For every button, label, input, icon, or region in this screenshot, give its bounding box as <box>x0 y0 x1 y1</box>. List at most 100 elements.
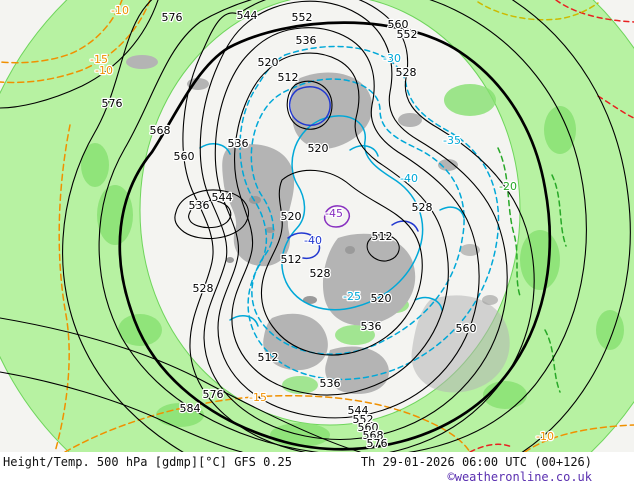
contour-label: 536 <box>228 137 249 150</box>
height-contour-552-thick <box>118 21 552 451</box>
green-shading-layer-shape <box>544 106 576 154</box>
height-contour-584-sw <box>0 371 243 452</box>
height-contour-568 <box>62 0 631 452</box>
temp-contour-minus30 <box>239 45 500 381</box>
temp-contour-minus20-east-3 <box>544 329 561 393</box>
height-contour-536-small-inner <box>188 199 232 229</box>
contour-label: 536 <box>361 320 382 333</box>
height-contour-536 <box>199 0 508 440</box>
contour-label: 576 <box>367 437 388 450</box>
contour-label: -15 <box>249 391 267 404</box>
contour-label: 512 <box>258 351 279 364</box>
contour-label: 544 <box>348 404 369 417</box>
land-layer-shape <box>126 55 158 69</box>
temp-contour-minus20-east-1 <box>497 147 521 297</box>
green-shading-layer-shape <box>97 185 133 245</box>
temp-contour-west <box>54 124 71 452</box>
contour-label: 512 <box>278 71 299 84</box>
temp-squiggle-3 <box>349 144 379 157</box>
temp-contour-red-south <box>469 443 513 452</box>
valid-time: Th 29-01-2026 06:00 UTC (00+126) <box>360 455 592 469</box>
contour-label: -10 <box>536 430 554 443</box>
land-layer-shape <box>265 227 275 233</box>
height-contour-512-north <box>286 80 333 130</box>
contour-label: -40 <box>400 172 418 185</box>
green-shading-layer-shape <box>444 84 496 116</box>
height-contour-528 <box>214 27 480 419</box>
contour-label: -10 <box>95 64 113 77</box>
land-layer-shape <box>263 313 328 371</box>
contour-label: 552 <box>397 28 418 41</box>
temp-contour-minus10-nw <box>0 0 151 84</box>
contour-label: -20 <box>499 180 517 193</box>
contour-label: 576 <box>102 97 123 110</box>
contour-label: 560 <box>388 18 409 31</box>
land-layer-shape <box>438 159 458 171</box>
height-contour-512-main <box>260 169 423 356</box>
temp-squiggle-5 <box>439 206 465 219</box>
green-shading-layer-shape <box>335 325 375 345</box>
contour-label: -30 <box>383 52 401 65</box>
temp-contour-red-ne <box>555 0 634 23</box>
temp-squiggle-4 <box>229 314 259 327</box>
land-layer-shape <box>322 233 416 326</box>
contour-label: -40 <box>304 234 322 247</box>
land-layer-shape <box>325 346 389 395</box>
contour-label: 536 <box>296 34 317 47</box>
land-layer-shape <box>482 295 498 305</box>
temp-contour-minus35 <box>250 78 465 355</box>
contour-label: 584 <box>180 402 201 415</box>
map-title: Height/Temp. 500 hPa [gdmp][°C] GFS 0.25 <box>3 455 292 469</box>
temp-contour-minus45 <box>323 205 350 228</box>
land-layer-shape <box>460 244 480 256</box>
height-contour-512-inner <box>366 234 400 262</box>
contour-label: 536 <box>189 199 210 212</box>
contour-label: 544 <box>237 9 258 22</box>
contour-label: 560 <box>358 421 379 434</box>
caption-bar: Height/Temp. 500 hPa [gdmp][°C] GFS 0.25… <box>0 452 634 490</box>
height-contour-576-south <box>0 317 361 452</box>
land-layer-shape <box>226 257 234 263</box>
green-shading-layer-shape <box>282 376 318 394</box>
land-layer-shape <box>249 196 261 204</box>
height-contour-520 <box>231 52 449 396</box>
height-contour-560 <box>98 0 587 452</box>
copyright-link[interactable]: ©weatheronline.co.uk <box>447 470 593 484</box>
contour-label: 552 <box>292 11 313 24</box>
contour-label: 528 <box>412 201 433 214</box>
contour-label: 576 <box>162 11 183 24</box>
contour-label: -35 <box>443 134 461 147</box>
contour-label: 520 <box>281 210 302 223</box>
contour-label: 512 <box>372 230 393 243</box>
land-layer-shape <box>398 113 422 127</box>
contour-label: 560 <box>174 150 195 163</box>
land-layer-shape <box>411 295 510 393</box>
contour-label: 536 <box>320 377 341 390</box>
contour-label: 560 <box>456 322 477 335</box>
land-layer-shape <box>303 296 317 304</box>
contour-label: 520 <box>371 292 392 305</box>
temp-contour-minus20-east-2 <box>551 174 567 247</box>
land-layer-shape <box>222 144 295 267</box>
contour-label: 512 <box>281 253 302 266</box>
contour-label: -10 <box>111 4 129 17</box>
height-contour-layer <box>0 0 631 452</box>
contour-label: 520 <box>258 56 279 69</box>
contour-label: 528 <box>396 66 417 79</box>
temp-contour-minus40-north <box>289 86 331 127</box>
contour-label: 544 <box>212 191 233 204</box>
temp-squiggle-blue-1 <box>287 232 321 260</box>
contour-label: 576 <box>203 388 224 401</box>
height-contour-576-nw <box>0 0 159 109</box>
temp-squiggle-2 <box>414 296 443 311</box>
contour-label: 520 <box>308 142 329 155</box>
temp-contour-minus15-nw <box>0 0 123 64</box>
contour-label: -25 <box>343 290 361 303</box>
contour-label: -45 <box>325 207 343 220</box>
green-shading-layer-shape <box>596 310 624 350</box>
height-contour-544-small-outer <box>174 189 250 240</box>
green-shading-layer-shape <box>520 230 560 290</box>
temp-squiggle-1 <box>199 142 231 155</box>
